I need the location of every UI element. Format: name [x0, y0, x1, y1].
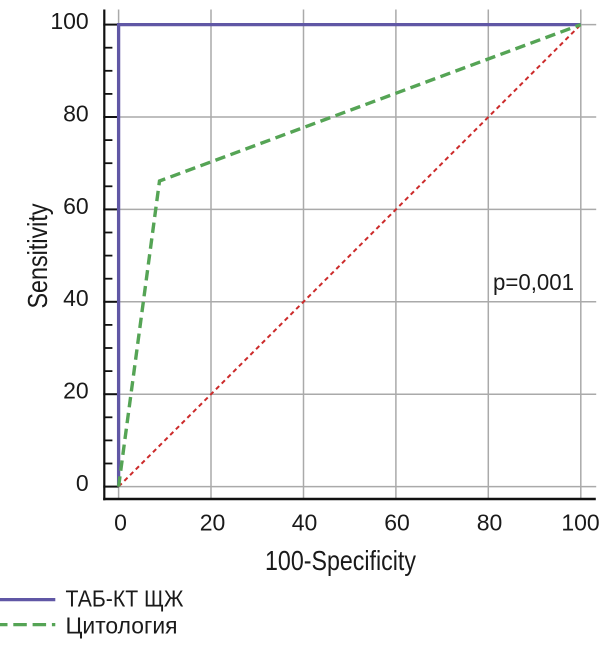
svg-text:100: 100 [50, 8, 88, 34]
svg-text:100-Specificity: 100-Specificity [265, 545, 416, 576]
svg-text:40: 40 [292, 510, 318, 536]
svg-text:ТАБ-КТ ЩЖ: ТАБ-КТ ЩЖ [66, 586, 184, 612]
svg-text:60: 60 [63, 193, 89, 219]
svg-text:Sensitivity: Sensitivity [22, 204, 53, 309]
svg-text:0: 0 [114, 510, 127, 536]
svg-text:p=0,001: p=0,001 [493, 269, 574, 295]
svg-text:80: 80 [63, 100, 89, 126]
svg-text:Цитология: Цитология [66, 613, 178, 639]
svg-text:60: 60 [384, 510, 410, 536]
svg-text:100: 100 [561, 510, 599, 536]
svg-text:80: 80 [477, 510, 503, 536]
svg-text:20: 20 [200, 510, 226, 536]
svg-text:40: 40 [63, 285, 89, 311]
svg-text:20: 20 [63, 378, 89, 404]
svg-text:0: 0 [76, 470, 89, 496]
